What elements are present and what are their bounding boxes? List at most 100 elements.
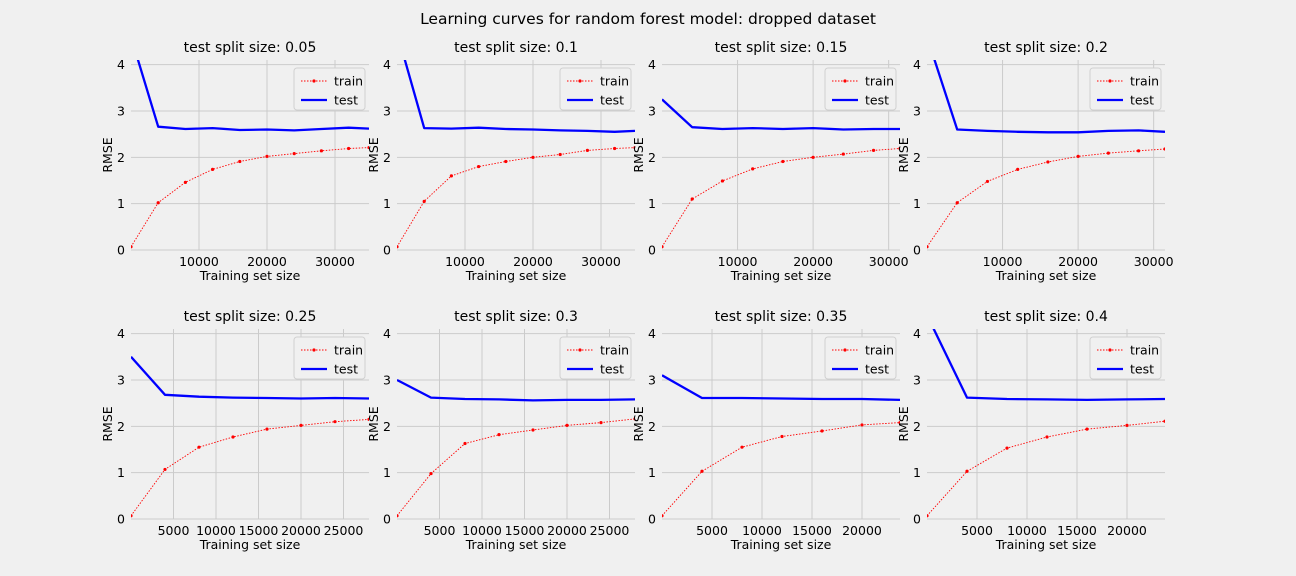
x-tick-label: 30000 (869, 254, 909, 269)
x-tick-label: 10000 (1007, 523, 1047, 538)
test-series-line (662, 374, 900, 402)
legend-label-train: train (865, 343, 894, 358)
legend-label-train: train (334, 74, 363, 89)
y-tick-label: 1 (913, 196, 921, 211)
y-tick-label: 4 (648, 57, 656, 72)
y-tick-label: 0 (383, 243, 391, 258)
train-point (1163, 147, 1165, 151)
plot-area (397, 378, 635, 518)
train-point (299, 423, 303, 427)
train-point (156, 201, 160, 205)
subplot-title: test split size: 0.05 (184, 40, 317, 56)
plot-area (927, 329, 1165, 518)
train-point (531, 155, 535, 159)
test-series-line (933, 60, 1165, 134)
train-point (633, 417, 635, 421)
train-point (955, 201, 959, 205)
y-tick-label: 1 (117, 196, 125, 211)
y-tick-label: 4 (383, 326, 391, 341)
train-point (531, 428, 535, 432)
legend-label-train: train (1130, 343, 1159, 358)
y-tick-label: 3 (913, 103, 921, 118)
y-tick-label: 4 (913, 57, 921, 72)
train-point (1046, 160, 1050, 164)
legend-label-train: train (600, 343, 629, 358)
legend-label-test: test (1130, 93, 1154, 108)
legend-train-marker (578, 79, 582, 83)
y-tick-label: 4 (383, 57, 391, 72)
legend-label-train: train (865, 74, 894, 89)
train-point (397, 245, 399, 249)
y-tick-label: 3 (648, 372, 656, 387)
train-point (1085, 427, 1089, 431)
y-tick-label: 1 (383, 196, 391, 211)
train-point (1016, 167, 1020, 171)
x-tick-label: 5000 (961, 523, 993, 538)
legend-label-train: train (600, 74, 629, 89)
legend-train-marker (312, 79, 316, 83)
train-point (1076, 154, 1080, 158)
train-point (662, 514, 664, 518)
train-point (860, 423, 864, 427)
train-point (820, 429, 824, 433)
plot-area (927, 60, 1165, 249)
y-tick-label: 3 (913, 372, 921, 387)
train-point (613, 146, 617, 151)
legend-label-test: test (600, 93, 624, 108)
train-point (131, 245, 133, 249)
train-point (231, 435, 235, 439)
x-tick-label: 5000 (424, 523, 456, 538)
train-point (690, 197, 694, 201)
train-point (1106, 151, 1110, 155)
x-tick-label: 20000 (247, 254, 287, 269)
legend: train test (559, 336, 632, 380)
y-tick-label: 1 (117, 465, 125, 480)
x-tick-label: 15000 (505, 523, 545, 538)
train-series-line (131, 418, 369, 517)
test-series-line (932, 329, 1165, 402)
y-tick-label: 2 (648, 419, 656, 434)
x-tick-label: 30000 (1134, 254, 1174, 269)
subplot-4: 10000 20000 30000 0 1 2 3 4 test split size: 0.2… (896, 40, 1174, 283)
x-tick-label: 10000 (445, 254, 485, 269)
plot-area (397, 60, 635, 249)
x-axis-label: Training set size (465, 537, 567, 552)
y-tick-label: 0 (648, 243, 656, 258)
train-point (504, 159, 508, 164)
legend: train test (824, 67, 897, 111)
legend-train-marker (843, 79, 847, 83)
train-point (319, 149, 323, 153)
train-point (841, 152, 845, 156)
train-point (740, 445, 744, 449)
x-tick-label: 15000 (1057, 523, 1097, 538)
train-series-line (131, 147, 369, 248)
train-point (333, 420, 337, 424)
y-tick-label: 0 (913, 512, 921, 527)
y-tick-label: 2 (383, 419, 391, 434)
train-point (720, 179, 725, 183)
train-point (965, 469, 969, 473)
y-tick-label: 4 (117, 326, 125, 341)
test-series-line (662, 98, 900, 131)
legend: train test (1089, 336, 1162, 380)
y-tick-label: 2 (913, 419, 921, 434)
x-axis-label: Training set size (465, 268, 567, 283)
y-tick-label: 2 (383, 150, 391, 165)
train-point (985, 179, 990, 184)
x-axis-label: Training set size (730, 537, 832, 552)
train-point (347, 146, 351, 151)
x-tick-label: 10000 (718, 254, 758, 269)
train-point (265, 427, 269, 431)
y-tick-label: 4 (117, 57, 125, 72)
train-point (927, 514, 929, 518)
y-tick-label: 1 (648, 196, 656, 211)
train-point (238, 159, 242, 164)
y-axis-label: RMSE (896, 406, 911, 441)
x-tick-label: 20000 (793, 254, 833, 269)
train-point (197, 445, 201, 449)
train-point (1136, 149, 1141, 153)
y-axis-label: RMSE (100, 406, 115, 441)
subplot-8: 5000 10000 15000 20000 0 1 2 3 4 test split size:… (896, 309, 1165, 552)
x-tick-label: 20000 (1107, 523, 1147, 538)
